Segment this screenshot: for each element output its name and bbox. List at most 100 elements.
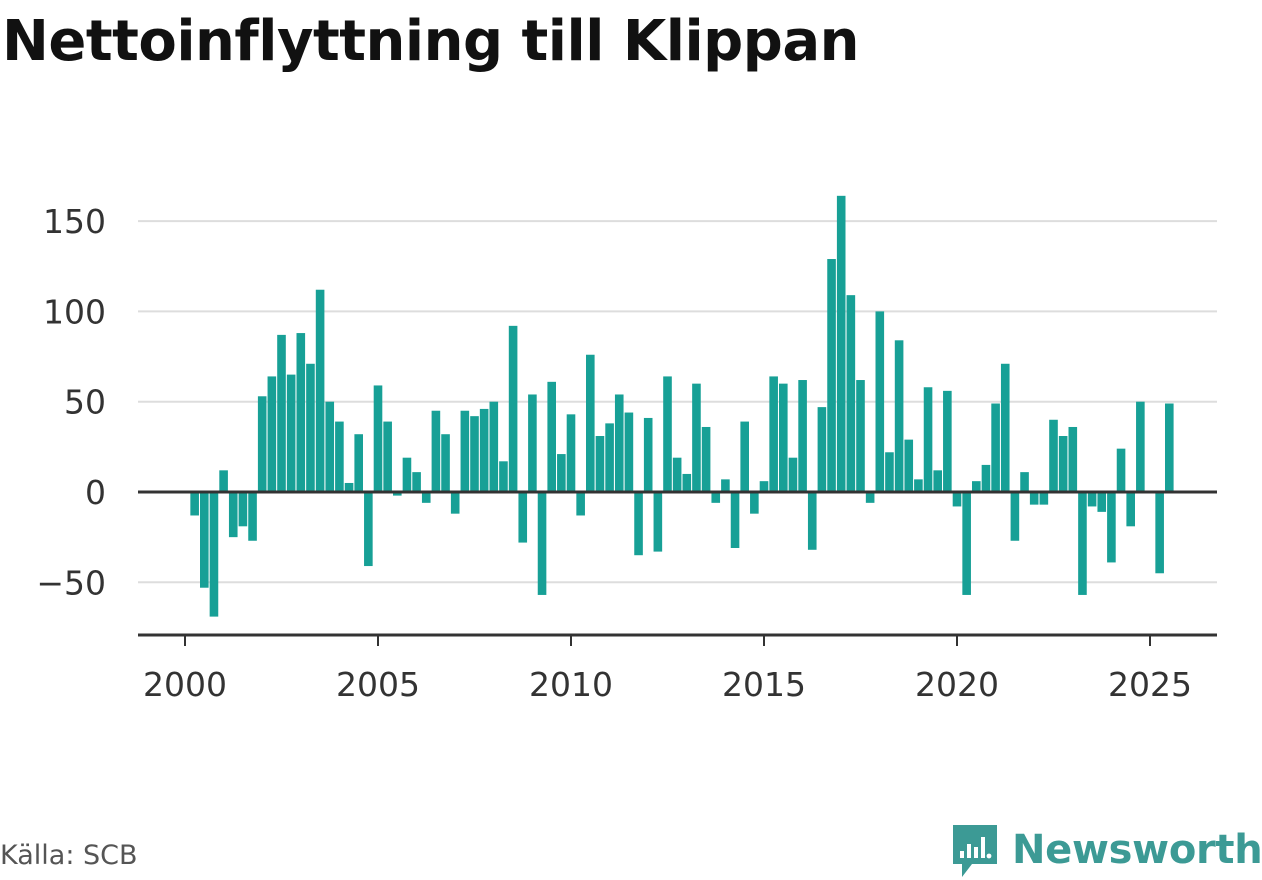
- bar: [364, 492, 373, 567]
- y-tick-label: 150: [43, 202, 106, 241]
- bar: [856, 380, 865, 492]
- bar: [624, 412, 634, 492]
- x-tick-label: 2025: [1108, 665, 1192, 704]
- bar: [190, 492, 199, 516]
- y-tick-label: 50: [64, 383, 106, 422]
- x-tick-label: 2005: [336, 665, 420, 704]
- bar: [257, 396, 267, 492]
- bar: [1087, 492, 1097, 507]
- chart-title: Nettoinflyttning till Klippan: [2, 9, 860, 74]
- x-tick-labels: 2000 2005 2010 2015 2020 2025: [143, 665, 1192, 704]
- bar: [981, 464, 991, 492]
- bar: [450, 492, 460, 514]
- bar: [209, 492, 219, 617]
- bar: [1097, 492, 1107, 512]
- bar: [614, 394, 624, 492]
- bar: [489, 401, 499, 492]
- bar: [779, 383, 788, 492]
- x-tick-label: 2015: [722, 665, 806, 704]
- bar: [740, 421, 749, 492]
- bar: [750, 492, 759, 514]
- bar: [807, 492, 817, 550]
- bar: [1126, 492, 1135, 527]
- bar: [354, 434, 363, 492]
- bar: [344, 482, 354, 492]
- y-tick-label: 0: [85, 473, 106, 512]
- bar: [228, 492, 238, 538]
- bar: [788, 457, 798, 492]
- bar: [1155, 492, 1164, 574]
- bar: [1165, 403, 1174, 492]
- bar: [286, 374, 296, 492]
- y-tick-label: −50: [36, 563, 106, 602]
- bar: [383, 421, 392, 492]
- bar: [730, 492, 740, 548]
- bar: [1068, 426, 1078, 492]
- bar: [605, 423, 614, 492]
- y-tick-labels: 150 100 50 0 −50: [36, 202, 106, 602]
- bar: [586, 354, 595, 492]
- bar: [1010, 492, 1020, 541]
- bar: [846, 295, 856, 492]
- bar: [672, 457, 682, 492]
- bar: [528, 394, 537, 492]
- bar: [566, 414, 576, 492]
- brand-logo: Newsworthy: [950, 820, 1262, 880]
- bar: [1000, 363, 1010, 492]
- bar: [412, 472, 421, 492]
- bar: [875, 311, 885, 492]
- bar: [393, 492, 402, 496]
- bar: [1136, 401, 1145, 492]
- bar: [335, 421, 344, 492]
- bar: [1029, 492, 1039, 505]
- bar: [759, 481, 769, 492]
- bar: [827, 259, 836, 492]
- y-tick-label: 100: [43, 292, 106, 331]
- bar: [277, 334, 286, 492]
- bar: [325, 401, 335, 492]
- bar: [499, 461, 508, 492]
- x-tick-label: 2020: [915, 665, 999, 704]
- bar: [421, 492, 431, 503]
- bar: [817, 407, 827, 492]
- bar: [479, 408, 489, 492]
- brand-name: Newsworthy: [1012, 827, 1262, 873]
- bar: [1049, 419, 1058, 492]
- bar: [711, 492, 721, 503]
- bars: [190, 195, 1174, 617]
- bar: [306, 363, 315, 492]
- bar: [537, 492, 547, 595]
- bar: [402, 457, 412, 492]
- bar: [1039, 492, 1049, 505]
- bar: [315, 289, 325, 492]
- bar: [798, 380, 807, 492]
- bar: [653, 492, 663, 552]
- bar: [952, 492, 962, 507]
- bar: [1058, 436, 1068, 492]
- bar: [547, 381, 556, 492]
- bar: [460, 410, 470, 492]
- bar: [508, 325, 518, 492]
- x-tick-label: 2010: [529, 665, 613, 704]
- bar: [634, 492, 643, 556]
- bar: [865, 492, 875, 503]
- bar: [663, 376, 672, 492]
- bar: [904, 439, 914, 492]
- bar: [576, 492, 585, 516]
- bar: [518, 492, 528, 543]
- axes: [138, 490, 1217, 646]
- bar: [836, 195, 846, 492]
- bar: [692, 383, 701, 492]
- bar: [296, 333, 306, 492]
- bar: [894, 340, 904, 492]
- bar: [200, 492, 209, 588]
- bar: [248, 492, 257, 541]
- bar: [721, 479, 730, 492]
- bar: [557, 454, 566, 492]
- bar: [769, 376, 778, 492]
- bar: [972, 481, 981, 492]
- bar: [1107, 492, 1116, 563]
- bar: [701, 426, 711, 492]
- bar: [373, 385, 383, 492]
